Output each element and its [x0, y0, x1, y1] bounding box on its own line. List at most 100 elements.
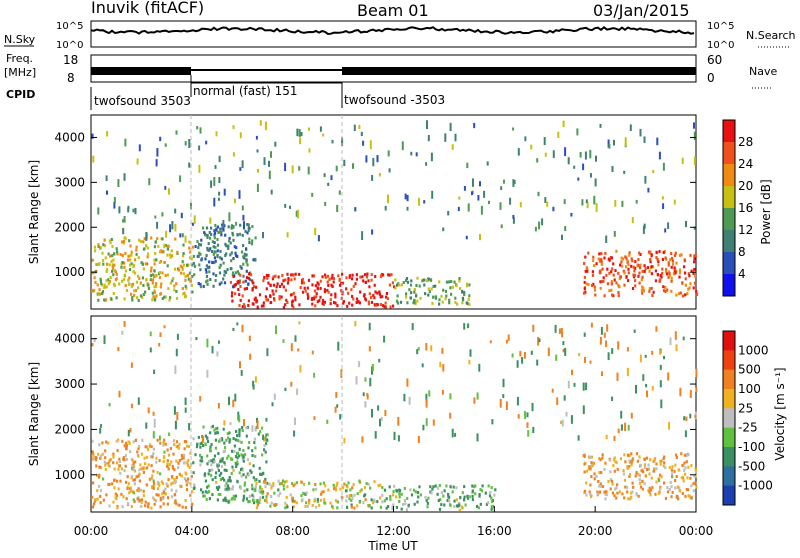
scatter-cell: [173, 284, 176, 288]
scatter-cell: [307, 278, 311, 282]
scatter-cell: [643, 269, 646, 273]
scatter-cell: [248, 441, 251, 444]
x-tick-label: 08:00: [275, 524, 310, 538]
scatter-cell: [312, 297, 316, 301]
scatter-cell: [138, 238, 141, 242]
scatter-cell: [349, 488, 352, 492]
scatter-cell: [648, 287, 651, 291]
scatter-cell: [232, 469, 235, 472]
scatter-cell: [305, 491, 308, 495]
scatter-cell: [211, 250, 214, 253]
scatter-cell: [176, 412, 179, 421]
scatter-cell: [453, 504, 456, 508]
scatter-cell: [601, 485, 605, 488]
scatter-cell: [144, 445, 147, 449]
scatter-cell: [212, 245, 215, 249]
scatter-cell: [216, 426, 219, 430]
scatter-cell: [392, 304, 395, 308]
scatter-cell: [216, 255, 219, 259]
scatter-cell: [164, 244, 168, 247]
scatter-cell: [113, 201, 116, 209]
scatter-cell: [463, 290, 466, 294]
cpid-segment-3: twofsound -3503: [344, 93, 445, 107]
scatter-cell: [685, 454, 688, 458]
scatter-cell: [218, 271, 222, 275]
scatter-cell: [524, 136, 527, 142]
scatter-cell: [220, 465, 223, 468]
scatter-cell: [600, 260, 603, 264]
scatter-cell: [544, 197, 547, 203]
scatter-cell: [416, 500, 419, 504]
scatter-cell: [639, 263, 642, 267]
scatter-cell: [299, 365, 302, 373]
colorbar-swatch: [723, 230, 735, 253]
scatter-cell: [656, 258, 659, 261]
scatter-cell: [609, 458, 612, 462]
scatter-cell: [623, 283, 626, 287]
scatter-cell: [159, 285, 162, 289]
scatter-cell: [405, 295, 408, 299]
scatter-cell: [450, 292, 453, 296]
scatter-cell: [176, 333, 179, 340]
scatter-cell: [126, 475, 129, 479]
scatter-cell: [671, 259, 674, 263]
scatter-cell: [131, 467, 134, 470]
colorbar-tick-label: -25: [738, 421, 758, 435]
scatter-cell: [600, 252, 603, 256]
scatter-cell: [414, 490, 417, 494]
scatter-cell: [105, 285, 108, 289]
scatter-cell: [439, 498, 442, 501]
scatter-cell: [169, 253, 172, 257]
scatter-cell: [693, 226, 696, 230]
scatter-cell: [98, 473, 101, 477]
scatter-cell: [413, 288, 416, 291]
scatter-cell: [120, 262, 123, 266]
scatter-cell: [403, 486, 406, 490]
nsearch-tick-top: 10^5: [707, 21, 734, 32]
scatter-cell: [155, 159, 158, 167]
scatter-cell: [147, 283, 150, 287]
scatter-cell: [654, 492, 657, 496]
scatter-cell: [377, 484, 380, 488]
scatter-cell: [617, 283, 620, 287]
scatter-cell: [138, 468, 141, 472]
scatter-cell: [280, 282, 284, 286]
scatter-cell: [150, 464, 153, 468]
scatter-cell: [443, 503, 446, 507]
scatter-cell: [418, 284, 421, 288]
scatter-cell: [476, 392, 479, 400]
scatter-cell: [334, 406, 337, 413]
scatter-cell: [461, 491, 464, 495]
scatter-cell: [221, 223, 224, 227]
scatter-cell: [224, 254, 227, 257]
scatter-cell: [621, 264, 624, 268]
scatter-cell: [422, 424, 425, 431]
scatter-cell: [147, 407, 150, 414]
scatter-cell: [113, 197, 116, 204]
scatter-cell: [136, 296, 139, 300]
scatter-cell: [178, 472, 181, 476]
scatter-cell: [684, 277, 687, 281]
scatter-cell: [692, 286, 695, 290]
scatter-cell: [154, 215, 157, 219]
scatter-cell: [366, 392, 369, 397]
scatter-cell: [667, 275, 670, 279]
scatter-cell: [428, 390, 431, 397]
scatter-cell: [311, 503, 314, 507]
scatter-cell: [161, 297, 164, 300]
scatter-cell: [584, 357, 586, 363]
scatter-cell: [615, 281, 618, 285]
scatter-cell: [341, 272, 344, 276]
scatter-cell: [378, 292, 382, 296]
scatter-cell: [367, 504, 370, 508]
scatter-cell: [400, 492, 403, 496]
scatter-cell: [424, 495, 427, 499]
scatter-cell: [242, 494, 245, 498]
scatter-cell: [163, 325, 166, 329]
scatter-cell: [131, 298, 134, 302]
scatter-cell: [206, 440, 210, 443]
scatter-cell: [205, 274, 209, 278]
scatter-cell: [94, 249, 97, 253]
scatter-cell: [291, 482, 294, 486]
scatter-cell: [220, 471, 223, 475]
